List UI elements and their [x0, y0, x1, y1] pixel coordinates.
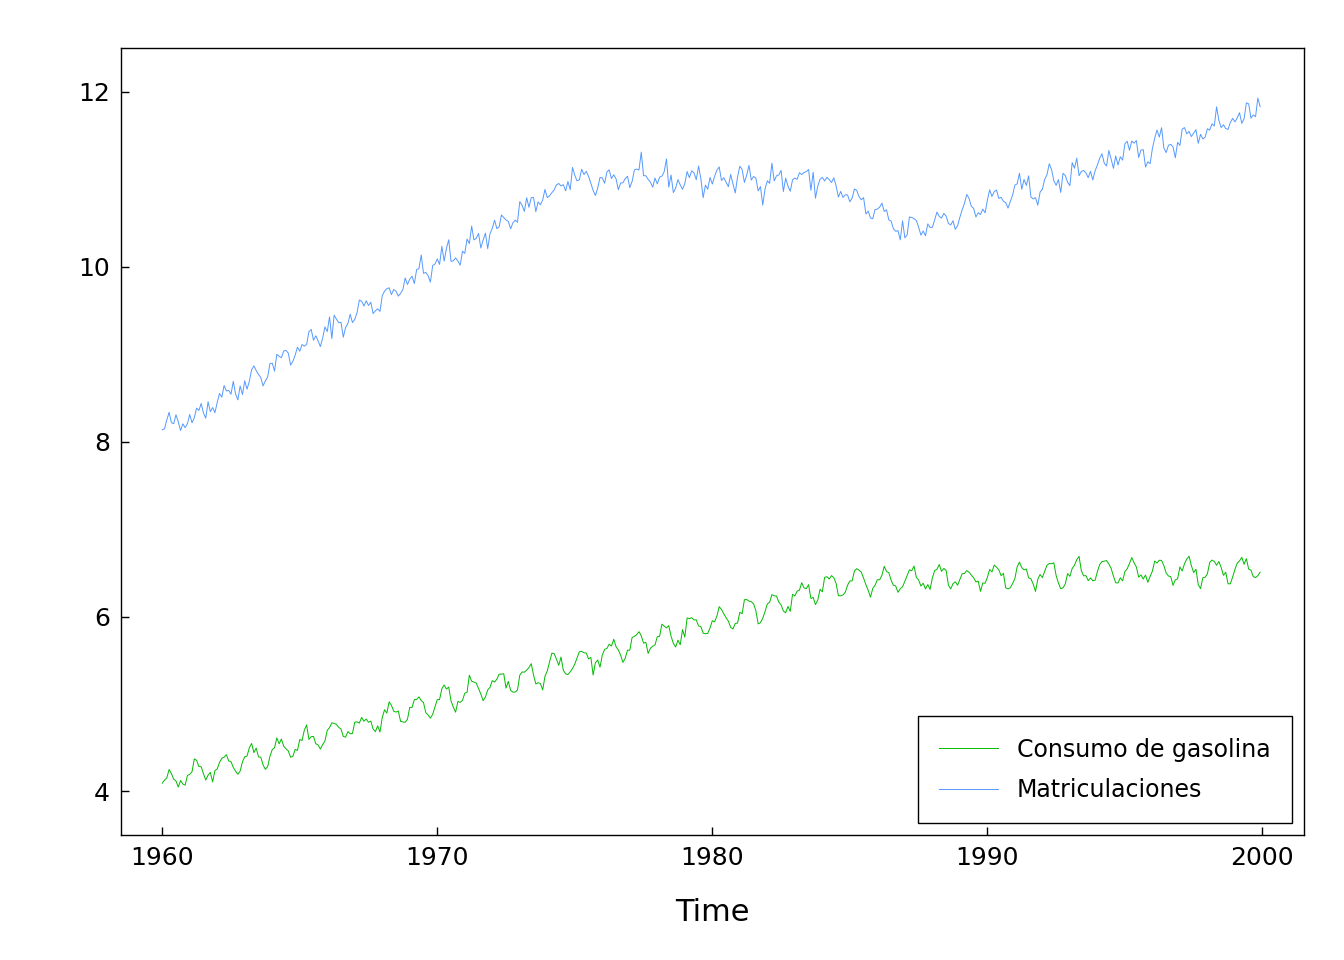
Matriculaciones [770, 169, 786, 180]
Matriculaciones [172, 424, 188, 436]
Consumo de gasolina [1253, 566, 1269, 578]
Matriculaciones [964, 201, 980, 212]
Line: Matriculaciones: Matriculaciones [163, 98, 1261, 430]
Matriculaciones [1153, 122, 1169, 133]
X-axis label: Time: Time [675, 899, 750, 927]
Legend: Consumo de gasolina, Matriculaciones: Consumo de gasolina, Matriculaciones [918, 716, 1292, 824]
Line: Consumo de gasolina: Consumo de gasolina [163, 556, 1261, 787]
Consumo de gasolina [620, 644, 636, 656]
Consumo de gasolina [964, 569, 980, 581]
Consumo de gasolina [155, 778, 171, 789]
Consumo de gasolina [499, 683, 515, 694]
Matriculaciones [620, 171, 636, 182]
Consumo de gasolina [1153, 555, 1169, 566]
Consumo de gasolina [1181, 550, 1198, 562]
Consumo de gasolina [770, 596, 786, 608]
Consumo de gasolina [824, 570, 840, 582]
Matriculaciones [1250, 92, 1266, 104]
Matriculaciones [1253, 101, 1269, 112]
Matriculaciones [155, 424, 171, 436]
Matriculaciones [499, 214, 515, 226]
Matriculaciones [824, 177, 840, 188]
Consumo de gasolina [171, 781, 187, 793]
